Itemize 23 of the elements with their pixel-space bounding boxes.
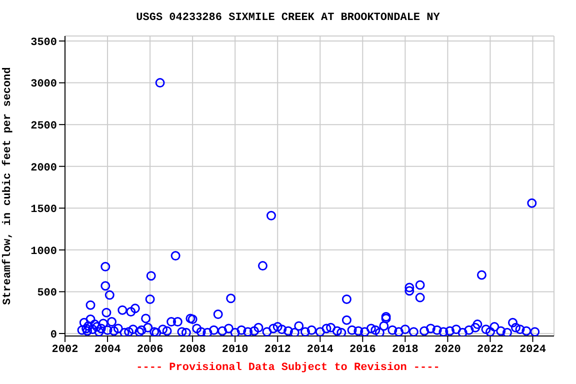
y-tick-label: 2000 <box>30 162 57 174</box>
x-tick-label: 2008 <box>179 344 206 356</box>
text: ---- Provisional Data Subject to Revision ---- <box>135 362 441 374</box>
x-tick-label: 2002 <box>52 344 78 356</box>
y-axis-title: Streamflow, in cubic feet per second <box>0 67 14 305</box>
x-tick-label: 2012 <box>264 344 291 356</box>
x-tick-label: 2020 <box>434 344 461 356</box>
x-tick-label: 2004 <box>94 344 122 356</box>
x-tick-label: 2014 <box>306 344 334 356</box>
y-tick-label: 1500 <box>30 204 57 216</box>
chart-title: USGS 04233286 SIXMILE CREEK AT BROOKTONDALE NY <box>135 12 441 24</box>
x-tick-label: 2022 <box>477 344 504 356</box>
x-tick-label: 2018 <box>392 344 419 356</box>
y-tick-label: 500 <box>37 288 57 300</box>
x-tick-label: 2016 <box>349 344 376 356</box>
y-tick-label: 1000 <box>30 246 57 258</box>
x-tick-label: 2006 <box>136 344 164 356</box>
y-tick-label: 3000 <box>30 78 57 91</box>
x-tick-label: 2024 <box>520 344 546 356</box>
y-tick-label: 2500 <box>30 120 57 132</box>
x-tick-label: 2010 <box>222 344 248 356</box>
y-tick-label: 0 <box>50 329 57 342</box>
y-tick-label: 3500 <box>30 36 57 49</box>
